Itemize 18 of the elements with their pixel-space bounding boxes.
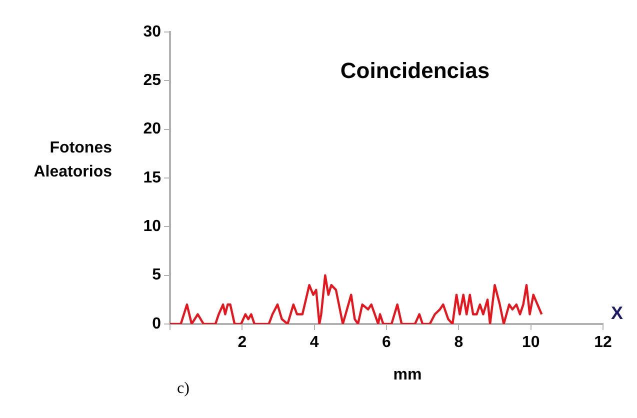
x-tick-label: 4 (310, 334, 319, 352)
text: Coincidencias (340, 58, 490, 84)
text: X (610, 302, 624, 323)
x-tick-label: 8 (454, 334, 464, 352)
y-tick-label: 15 (143, 169, 162, 186)
x-tick-label: 6 (382, 334, 392, 352)
y-tick-label: 30 (143, 23, 162, 40)
x-tick-label: 2 (238, 334, 247, 352)
y-axis-title: Fotones Aleatorios (34, 139, 112, 180)
y-tick-label: 0 (152, 315, 162, 332)
x-axis-title: mm (393, 366, 422, 384)
y-tick-label: 25 (143, 72, 162, 90)
text: c) (177, 380, 190, 398)
y-tick-label: 10 (143, 218, 162, 236)
x-tick-label: 12 (594, 334, 612, 352)
y-tick-label: 5 (152, 266, 162, 284)
y-tick-label: 20 (143, 120, 162, 138)
x-tick-label: 10 (522, 334, 540, 352)
